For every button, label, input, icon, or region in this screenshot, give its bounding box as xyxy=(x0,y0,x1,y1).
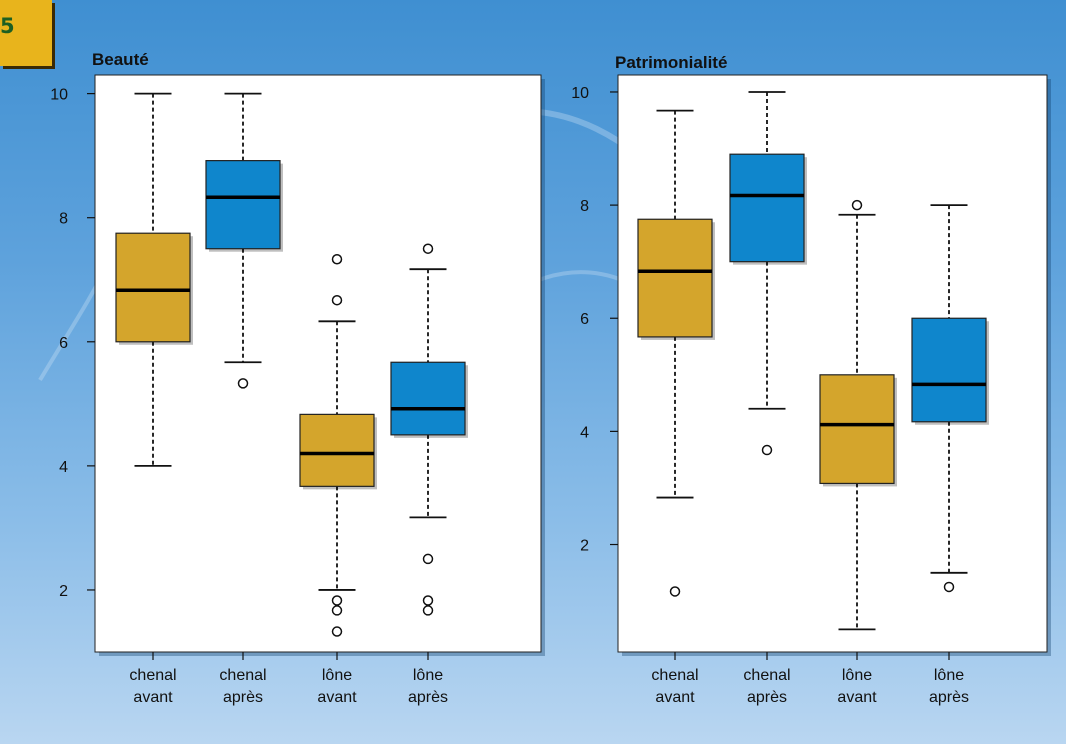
x-tick-label: avant xyxy=(133,689,173,706)
plot-area xyxy=(94,74,542,653)
box xyxy=(299,413,375,487)
x-tick-label: chenal xyxy=(651,667,698,684)
outlier-point xyxy=(669,586,681,597)
box-lône-après xyxy=(911,204,989,593)
box-lône-avant xyxy=(299,254,377,637)
box xyxy=(115,232,191,343)
outlier-point xyxy=(422,595,434,606)
box-chenal-avant xyxy=(115,92,193,467)
x-tick-label: lône xyxy=(322,667,352,684)
x-tick-label: chenal xyxy=(219,667,266,684)
x-tick-label: avant xyxy=(317,689,357,706)
x-tick-label: lône xyxy=(413,667,443,684)
box xyxy=(911,317,987,423)
y-tick-label: 6 xyxy=(580,311,589,328)
outlier-point xyxy=(761,444,773,456)
x-tick-label: après xyxy=(929,689,969,706)
y-tick-label: 6 xyxy=(59,335,68,352)
x-tick-label: après xyxy=(747,689,787,706)
y-tick-label: 8 xyxy=(59,211,68,228)
outlier-point xyxy=(331,294,343,306)
box-chenal-après xyxy=(205,92,283,389)
x-tick-label: lône xyxy=(934,667,964,684)
box-lône-avant xyxy=(819,199,897,631)
x-tick-label: avant xyxy=(837,689,877,706)
box-chenal-avant xyxy=(637,109,715,597)
y-tick-label: 2 xyxy=(59,583,68,600)
chart-title-beaute: Beauté xyxy=(92,50,149,69)
y-tick-label: 10 xyxy=(50,87,68,104)
outlier-point xyxy=(331,626,343,637)
outlier-point xyxy=(422,605,434,616)
figure-number: 5 xyxy=(0,14,15,38)
x-tick-label: avant xyxy=(655,689,695,706)
y-tick-label: 4 xyxy=(580,424,589,441)
x-tick-label: après xyxy=(408,689,448,706)
y-tick-label: 10 xyxy=(571,85,589,102)
chart-title-patrimonialite: Patrimonialité xyxy=(615,53,728,72)
outlier-point xyxy=(422,243,434,254)
y-tick-label: 8 xyxy=(580,198,589,215)
box xyxy=(205,160,281,250)
x-tick-label: lône xyxy=(842,667,872,684)
box xyxy=(819,374,895,485)
x-tick-label: chenal xyxy=(129,667,176,684)
box xyxy=(729,153,805,263)
outlier-point xyxy=(943,581,955,593)
x-tick-label: après xyxy=(223,689,263,706)
outlier-point xyxy=(331,605,343,616)
y-tick-label: 2 xyxy=(580,538,589,555)
box-chenal-après xyxy=(729,91,807,456)
box xyxy=(637,218,713,338)
outlier-point xyxy=(331,254,343,265)
figure-number-badge: 5 xyxy=(0,0,52,66)
outlier-point xyxy=(237,378,249,389)
outlier-point xyxy=(851,199,863,211)
outlier-point xyxy=(422,553,434,565)
box-lône-après xyxy=(390,243,468,616)
outlier-point xyxy=(331,595,343,606)
x-tick-label: chenal xyxy=(743,667,790,684)
y-tick-label: 4 xyxy=(59,459,68,476)
box xyxy=(390,361,466,436)
